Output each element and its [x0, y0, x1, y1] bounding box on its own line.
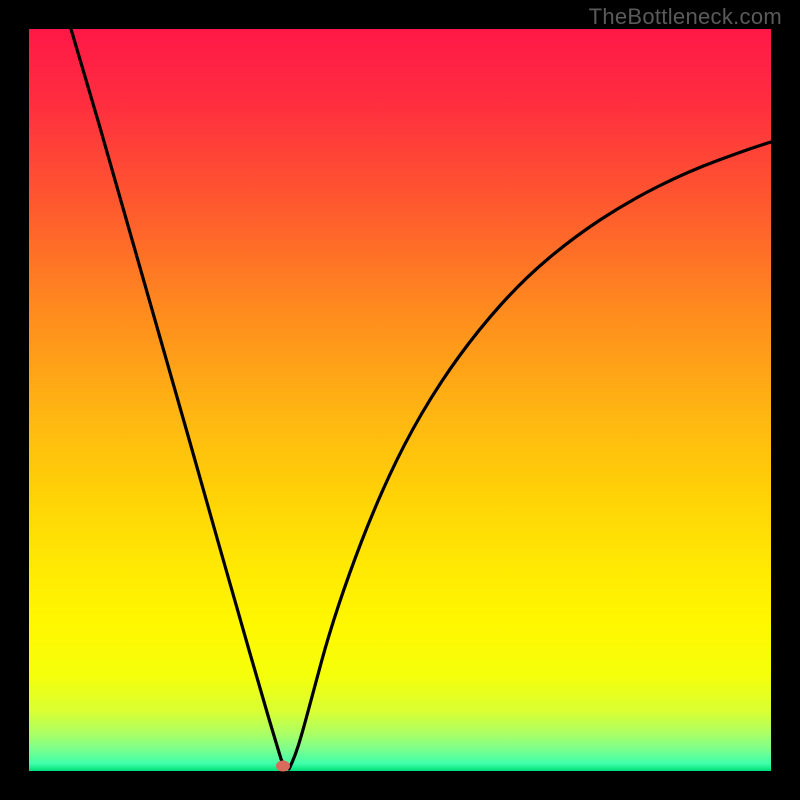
chart-plot-area: [29, 29, 771, 771]
highlight-marker: [276, 761, 290, 772]
bottleneck-curve: [29, 29, 771, 771]
curve-left-branch: [71, 29, 286, 769]
watermark-label: TheBottleneck.com: [589, 4, 782, 30]
curve-right-branch: [289, 142, 771, 769]
